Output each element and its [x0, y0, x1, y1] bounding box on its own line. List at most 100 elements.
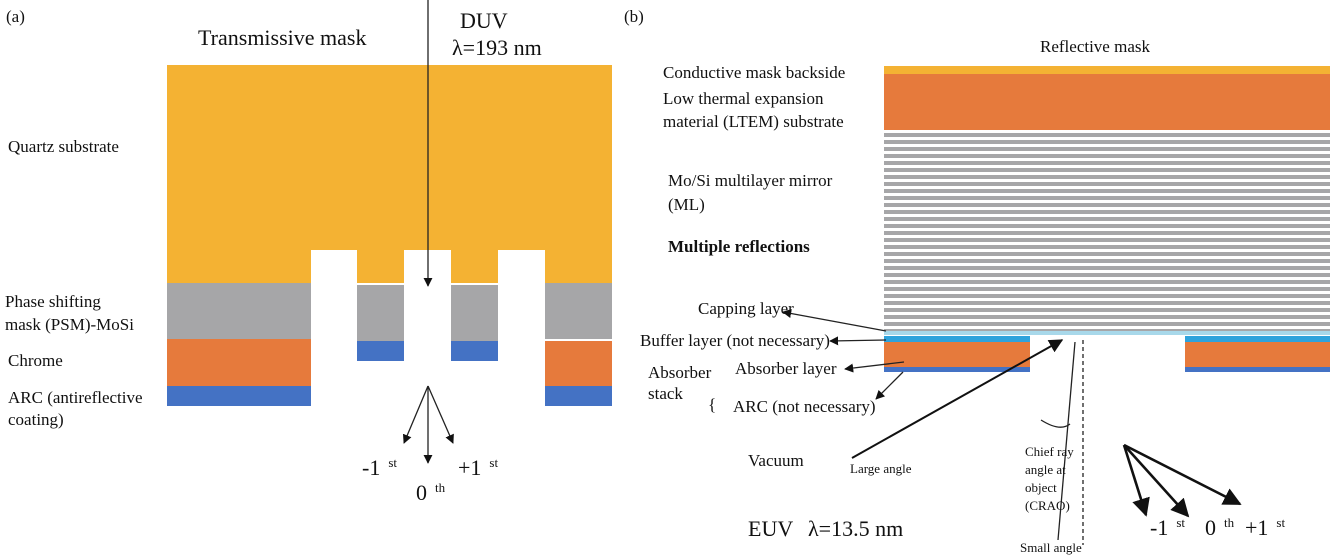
ml-stripe — [884, 231, 1330, 235]
ml-stripe — [884, 140, 1330, 144]
order: -1 — [362, 455, 380, 480]
order: 0 — [1205, 515, 1216, 540]
layer-label: coating) — [8, 410, 64, 429]
arc — [357, 341, 404, 361]
order-suffix: st — [388, 455, 397, 470]
order-arrow — [1124, 445, 1188, 516]
order-label: 0 th — [416, 480, 446, 505]
order: -1 — [1150, 515, 1168, 540]
arc — [451, 341, 498, 361]
ml-stripe — [884, 280, 1330, 284]
diagram: (a) Transmissive mask DUV λ=193 nm Quart… — [0, 0, 1334, 555]
layer-label: mask (PSM)-MoSi — [5, 315, 134, 334]
ml-stripe — [884, 175, 1330, 179]
stack-label: Absorber — [648, 363, 712, 382]
multilayer — [884, 133, 1330, 333]
ml-stripe — [884, 196, 1330, 200]
ml-stripe — [884, 189, 1330, 193]
psm — [357, 285, 404, 341]
quartz — [167, 65, 612, 283]
order-suffix: th — [435, 480, 446, 495]
ml-stripe — [884, 182, 1330, 186]
ml-stripe — [884, 203, 1330, 207]
layer-label: Chrome — [8, 351, 63, 370]
source: DUV — [460, 8, 508, 33]
angle-label: Small angle — [1020, 540, 1082, 555]
order-suffix: st — [489, 455, 498, 470]
ml-stripe — [884, 315, 1330, 319]
psm — [167, 283, 311, 339]
crao-label: object — [1025, 480, 1057, 495]
layer-label: ARC (antireflective — [8, 388, 143, 407]
chrome — [167, 339, 311, 386]
absorber — [884, 342, 1030, 367]
order: 0 — [416, 480, 427, 505]
wavelength: λ=13.5 nm — [808, 516, 903, 541]
psm — [451, 285, 498, 341]
buffer — [884, 336, 1030, 342]
layer-label: Absorber layer — [735, 359, 837, 378]
order: +1 — [458, 455, 481, 480]
capping — [884, 331, 1330, 335]
psm — [545, 283, 612, 339]
ml-stripe — [884, 238, 1330, 242]
order-suffix: st — [1176, 515, 1185, 530]
source: EUV — [748, 516, 793, 541]
ml-stripe — [884, 210, 1330, 214]
ml-stripe — [884, 245, 1330, 249]
arc — [545, 386, 612, 406]
stack-label: stack — [648, 384, 683, 403]
order-label: 0 th — [1205, 515, 1235, 540]
ml-stripe — [884, 301, 1330, 305]
layer-label: Conductive mask backside — [663, 63, 845, 82]
angle-arc — [1041, 420, 1070, 427]
ml-stripe — [884, 133, 1330, 137]
order-label: -1 st — [1150, 515, 1185, 540]
ml-stripe — [884, 252, 1330, 256]
order-label: +1 st — [458, 455, 498, 480]
ml-stripe — [884, 273, 1330, 277]
order-label: -1 st — [362, 455, 397, 480]
title: Reflective mask — [1040, 37, 1150, 56]
arc — [1185, 367, 1330, 372]
crao-label: (CRAO) — [1025, 498, 1070, 513]
panel-b: (b) Reflective mask Conductive mask back… — [624, 7, 1330, 555]
layer-label: Capping layer — [698, 299, 794, 318]
order-arrow — [1124, 445, 1240, 504]
order-arrow — [428, 386, 453, 443]
arc — [167, 386, 311, 406]
ml-stripe — [884, 266, 1330, 270]
ml-stripe — [884, 168, 1330, 172]
ml-stripe — [884, 287, 1330, 291]
pointer — [876, 372, 903, 399]
pointer — [783, 312, 886, 331]
ml-stripe — [884, 147, 1330, 151]
chrome — [545, 341, 612, 386]
title: Transmissive mask — [198, 25, 366, 50]
layer-label: Mo/Si multilayer mirror — [668, 171, 833, 190]
gap — [498, 250, 545, 290]
ltem — [884, 74, 1330, 130]
ml-stripe — [884, 217, 1330, 221]
pointer — [830, 340, 886, 341]
crao-label: angle at — [1025, 462, 1066, 477]
absorber — [1185, 342, 1330, 367]
order-arrow — [404, 386, 428, 443]
panel-a: (a) Transmissive mask DUV λ=193 nm Quart… — [5, 0, 612, 505]
ml-stripe — [884, 224, 1330, 228]
ml-stripe — [884, 322, 1330, 326]
buffer — [1185, 336, 1330, 342]
layer-label: ARC (not necessary) — [733, 397, 876, 416]
layer-label: Multiple reflections — [668, 237, 810, 256]
ml-stripe — [884, 161, 1330, 165]
crao-label: Chief ray — [1025, 444, 1074, 459]
layer-label: (ML) — [668, 195, 705, 214]
angle-label: Large angle — [850, 461, 912, 476]
order-suffix: th — [1224, 515, 1235, 530]
order: +1 — [1245, 515, 1268, 540]
ml-stripe — [884, 308, 1330, 312]
gap — [311, 250, 357, 290]
layer-label: material (LTEM) substrate — [663, 112, 844, 131]
panel-label: (b) — [624, 7, 644, 26]
